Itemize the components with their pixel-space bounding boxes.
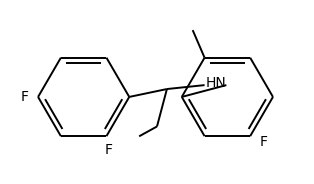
Text: F: F <box>20 90 28 104</box>
Text: F: F <box>260 135 268 149</box>
Text: HN: HN <box>206 76 226 90</box>
Text: F: F <box>105 143 112 157</box>
